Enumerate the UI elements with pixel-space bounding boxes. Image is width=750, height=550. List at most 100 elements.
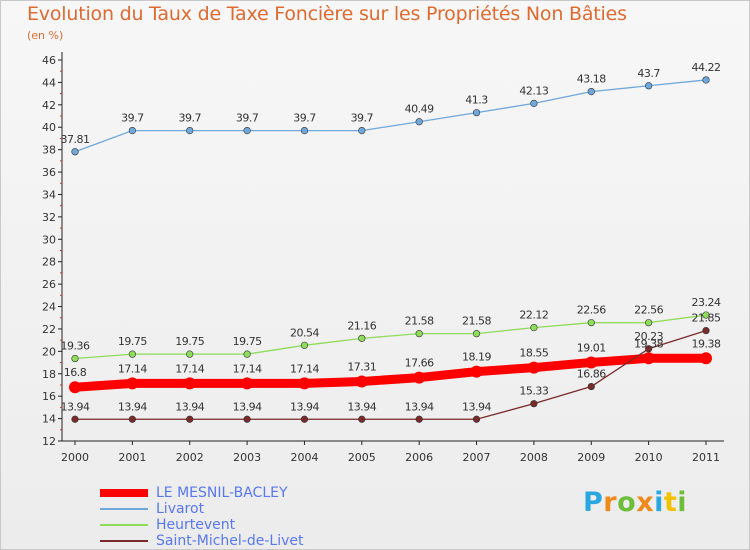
y-axis-unit-label: (en %) — [27, 29, 64, 42]
y-tick-label: 34 — [42, 188, 56, 201]
legend-swatch — [100, 489, 148, 497]
y-tick-label: 20 — [42, 345, 56, 358]
data-label: 39.7 — [121, 112, 144, 125]
data-label: 20.54 — [290, 326, 319, 339]
data-label: 19.38 — [692, 337, 721, 350]
data-label: 13.94 — [290, 400, 319, 413]
x-tick-label: 2009 — [577, 451, 605, 464]
data-label: 13.94 — [175, 400, 204, 413]
legend-label: Livarot — [156, 501, 205, 517]
data-label: 42.13 — [519, 84, 548, 97]
data-label: 17.31 — [347, 360, 376, 373]
data-point — [71, 148, 79, 156]
data-label: 13.94 — [61, 400, 90, 413]
data-point — [415, 415, 423, 423]
x-tick-label: 2011 — [692, 451, 720, 464]
legend-swatch — [100, 508, 148, 510]
data-label: 17.66 — [405, 357, 434, 370]
y-tick-label: 30 — [42, 233, 56, 246]
data-label: 39.7 — [293, 112, 316, 125]
series-line-1 — [74, 79, 707, 153]
data-label: 21.85 — [692, 312, 721, 325]
data-point — [243, 126, 251, 135]
data-point — [587, 382, 595, 391]
x-tick-label: 2008 — [520, 451, 548, 464]
y-tick-label: 12 — [42, 435, 56, 448]
data-label: 22.12 — [519, 309, 548, 322]
data-label: 19.38 — [634, 337, 663, 350]
y-tick-label: 24 — [42, 301, 56, 314]
x-tick-label: 2005 — [348, 451, 376, 464]
data-point — [186, 415, 194, 423]
data-label: 22.56 — [634, 304, 663, 317]
data-point — [128, 126, 136, 135]
y-tick-label: 22 — [42, 323, 56, 336]
y-tick-label: 46 — [42, 54, 56, 67]
data-point — [358, 415, 366, 423]
data-label: 17.14 — [233, 362, 262, 375]
data-label: 41.3 — [465, 94, 488, 107]
data-point — [243, 415, 251, 423]
data-point — [128, 415, 136, 423]
data-point — [702, 76, 710, 84]
data-label: 13.94 — [405, 400, 434, 413]
data-label: 18.55 — [519, 347, 548, 360]
data-label: 19.01 — [577, 341, 606, 354]
y-tick-label: 16 — [42, 390, 56, 403]
legend-label: Saint-Michel-de-Livet — [156, 533, 304, 549]
chart-legend: LE MESNIL-BACLEY Livarot Heurtevent Saint-M… — [100, 485, 304, 549]
data-label: 22.56 — [577, 304, 606, 317]
data-label: 17.14 — [118, 362, 147, 375]
data-point — [587, 319, 595, 327]
x-tick-label: 2002 — [176, 451, 204, 464]
series-line-3 — [74, 329, 707, 420]
data-label: 19.75 — [233, 335, 262, 348]
legend-swatch — [100, 540, 148, 542]
x-tick-label: 2007 — [463, 451, 491, 464]
y-tick-label: 32 — [42, 211, 56, 224]
data-label: 23.24 — [692, 296, 721, 309]
y-tick-label: 40 — [42, 121, 56, 134]
data-label: 21.58 — [462, 315, 491, 328]
x-tick-label: 2000 — [61, 451, 89, 464]
data-point — [645, 345, 653, 353]
data-point — [186, 126, 194, 135]
data-label: 39.7 — [236, 112, 259, 125]
data-point — [413, 371, 426, 384]
data-point — [702, 327, 710, 335]
data-label: 18.19 — [462, 351, 491, 364]
data-label: 37.81 — [61, 133, 90, 146]
data-label: 16.8 — [64, 366, 87, 379]
data-label: 19.36 — [61, 340, 90, 353]
data-label: 20.23 — [634, 330, 663, 343]
data-label: 39.7 — [178, 112, 201, 125]
legend-item: Saint-Michel-de-Livet — [100, 533, 304, 549]
data-point — [530, 323, 538, 332]
y-tick-label: 44 — [42, 76, 56, 89]
data-point — [300, 126, 309, 135]
data-point — [472, 415, 481, 423]
legend-label: LE MESNIL-BACLEY — [156, 485, 288, 501]
y-tick-label: 36 — [42, 166, 56, 179]
data-label: 15.33 — [519, 385, 548, 398]
data-point — [355, 375, 368, 388]
data-point — [645, 319, 653, 327]
data-label: 19.75 — [118, 335, 147, 348]
data-point — [472, 109, 481, 117]
data-point — [530, 400, 538, 408]
y-tick-label: 26 — [42, 278, 56, 291]
data-point — [358, 126, 366, 135]
data-point — [126, 377, 139, 390]
data-label: 44.22 — [692, 61, 721, 74]
x-tick-label: 2004 — [290, 451, 318, 464]
series-line-2 — [74, 314, 707, 360]
data-label: 17.14 — [175, 362, 204, 375]
data-label: 39.7 — [351, 112, 374, 125]
data-point — [298, 377, 311, 390]
data-label: 16.86 — [577, 368, 606, 381]
x-tick-label: 2010 — [635, 451, 663, 464]
series-line-0 — [70, 353, 711, 392]
data-point — [243, 350, 251, 358]
chart-title: Evolution du Taux de Taxe Foncière sur l… — [27, 3, 627, 25]
